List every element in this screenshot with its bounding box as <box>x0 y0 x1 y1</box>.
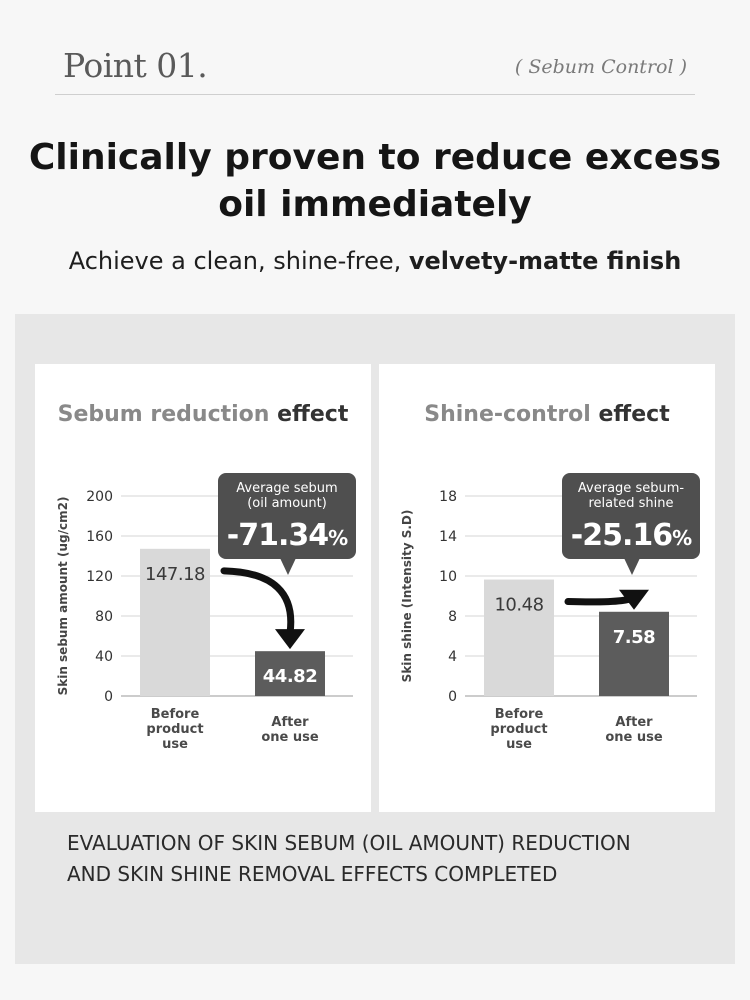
callout-caption: Average sebum <box>236 481 337 496</box>
footer-line-2: AND SKIN SHINE REMOVAL EFFECTS COMPLETED <box>67 862 558 886</box>
sebum-chart-card: Sebum reduction effect Skin sebum amount… <box>35 364 371 812</box>
x-category-label: product <box>146 722 203 737</box>
bar-value-label: 147.18 <box>145 564 205 585</box>
subline: Achieve a clean, shine-free, velvety-mat… <box>0 247 750 275</box>
y-tick-label: 0 <box>104 689 113 705</box>
footer-text: EVALUATION OF SKIN SEBUM (OIL AMOUNT) RE… <box>67 828 631 890</box>
sebum-chart-title-dark: effect <box>277 402 349 427</box>
callout-bubble <box>218 473 356 559</box>
y-axis-title: Skin shine (Intensity S.D) <box>400 510 414 683</box>
y-tick-label: 40 <box>95 649 113 665</box>
callout-value-unit: % <box>328 526 348 550</box>
callout-pointer <box>280 558 296 575</box>
bar-value-label: 10.48 <box>494 595 543 616</box>
section-tag: ( Sebum Control ) <box>514 56 687 78</box>
x-category-label: use <box>506 737 532 752</box>
sebum-chart-svg: Skin sebum amount (ug/cm2) 0 40 80 120 160 200… <box>56 473 356 752</box>
y-tick-label: 8 <box>448 609 457 625</box>
x-category-label: After <box>271 715 309 730</box>
reduction-arrow-head <box>619 589 649 610</box>
after-bar <box>255 651 325 696</box>
y-tick-label: 120 <box>86 569 113 585</box>
y-tick-label: 160 <box>86 529 113 545</box>
callout-value-number: -25.16 <box>571 518 672 553</box>
bar-value-label: 7.58 <box>613 627 655 648</box>
y-axis-title: Skin sebum amount (ug/cm2) <box>56 497 70 696</box>
subline-bold: velvety-matte finish <box>408 247 682 275</box>
y-tick-label: 18 <box>439 489 457 505</box>
subline-regular: Achieve a clean, shine-free, <box>68 247 409 275</box>
callout-pointer <box>624 558 640 575</box>
callout-value: -25.16% <box>571 518 692 553</box>
callout-caption: related shine <box>589 496 674 511</box>
shine-chart-svg: Skin shine (Intensity S.D) 0 4 8 10 14 18 10.48… <box>400 473 700 752</box>
headline: Clinically proven to reduce excess oil i… <box>0 134 750 228</box>
callout-value: -71.34% <box>227 518 348 553</box>
x-category-label: one use <box>605 730 663 745</box>
reduction-arrow-head <box>275 629 305 650</box>
shine-chart-card: Shine-control effect Skin shine (Intensi… <box>379 364 715 812</box>
sebum-chart-title-light: Sebum reduction <box>57 402 270 427</box>
callout-caption: Average sebum- <box>578 481 684 496</box>
point-label: Point 01. <box>63 46 208 85</box>
y-tick-label: 0 <box>448 689 457 705</box>
header-row: Point 01. ( Sebum Control ) <box>55 40 695 95</box>
before-bar <box>484 579 554 696</box>
shine-chart-title-light: Shine-control <box>424 402 591 427</box>
x-category-label: one use <box>261 730 319 745</box>
shine-chart-title-dark: effect <box>598 402 670 427</box>
sebum-chart-title: Sebum reduction effect <box>35 402 371 427</box>
headline-line-2: oil immediately <box>218 184 532 225</box>
callout-value-number: -71.34 <box>227 518 328 553</box>
x-category-label: Before <box>151 707 200 722</box>
callout-caption: (oil amount) <box>247 496 327 511</box>
reduction-arrow-shaft <box>220 567 295 637</box>
y-tick-label: 10 <box>439 569 457 585</box>
y-tick-label: 80 <box>95 609 113 625</box>
before-bar <box>140 548 210 696</box>
x-category-label: product <box>490 722 547 737</box>
y-tick-label: 4 <box>448 649 457 665</box>
shine-chart-title: Shine-control effect <box>379 402 715 427</box>
x-category-label: use <box>162 737 188 752</box>
x-category-label: Before <box>495 707 544 722</box>
callout-bubble <box>562 473 700 559</box>
after-bar <box>599 611 669 696</box>
x-category-label: After <box>615 715 653 730</box>
headline-line-1: Clinically proven to reduce excess <box>28 137 722 178</box>
callout-value-unit: % <box>672 526 692 550</box>
footer-line-1: EVALUATION OF SKIN SEBUM (OIL AMOUNT) RE… <box>67 831 631 855</box>
y-tick-label: 14 <box>439 529 457 545</box>
bar-value-label: 44.82 <box>263 666 317 687</box>
y-tick-label: 200 <box>86 489 113 505</box>
